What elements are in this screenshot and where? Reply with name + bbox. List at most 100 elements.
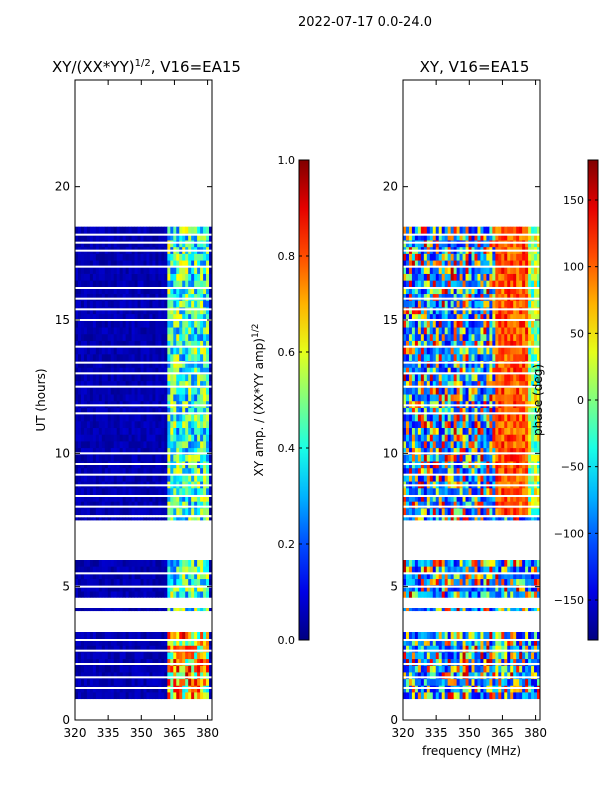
heatmap-cell xyxy=(173,420,177,428)
heatmap-cell xyxy=(167,632,171,640)
heatmap-cell xyxy=(450,353,455,362)
heatmap-cell xyxy=(414,692,419,700)
heatmap-cell xyxy=(411,467,416,475)
title-superscript: 1/2 xyxy=(135,58,151,69)
heatmap-cell xyxy=(188,474,192,482)
heatmap-cell xyxy=(95,447,100,455)
heatmap-cell xyxy=(158,233,162,241)
heatmap-cell xyxy=(510,672,514,680)
heatmap-cell xyxy=(95,645,100,653)
heatmap-cell xyxy=(113,440,118,449)
heatmap-cell xyxy=(83,420,88,428)
heatmap-cell xyxy=(77,367,82,375)
heatmap-cell xyxy=(411,608,416,612)
heatmap-cell xyxy=(438,447,443,455)
heatmap-cell xyxy=(155,517,159,521)
heatmap-cell xyxy=(194,584,198,592)
heatmap-cell xyxy=(92,273,97,281)
heatmap-cell xyxy=(510,374,514,382)
heatmap-cell xyxy=(504,566,508,573)
heatmap-cell xyxy=(191,487,195,495)
heatmap-cell xyxy=(101,440,106,449)
heatmap-cell xyxy=(417,394,422,402)
heatmap-cell xyxy=(534,517,538,521)
heatmap-cell xyxy=(167,367,171,375)
heatmap-cell xyxy=(188,380,192,388)
heatmap-cell xyxy=(143,632,147,640)
heatmap-cell xyxy=(131,672,135,680)
heatmap-cell xyxy=(110,517,115,521)
heatmap-cell xyxy=(146,293,150,301)
heatmap-cell xyxy=(438,434,443,442)
heatmap-cell xyxy=(125,638,130,646)
heatmap-cell xyxy=(501,692,505,700)
flagged-row xyxy=(75,585,212,588)
heatmap-cell xyxy=(146,638,150,646)
heatmap-cell xyxy=(459,333,463,341)
heatmap-cell xyxy=(194,340,198,348)
heatmap-cell xyxy=(179,260,183,268)
heatmap-cell xyxy=(176,407,180,415)
heatmap-cell xyxy=(107,266,112,274)
heatmap-cell xyxy=(122,638,127,646)
heatmap-cell xyxy=(423,494,428,502)
heatmap-cell xyxy=(137,608,141,612)
heatmap-cell xyxy=(450,678,455,686)
heatmap-cell xyxy=(528,360,532,368)
heatmap-cell xyxy=(444,454,449,462)
heatmap-cell xyxy=(447,414,452,422)
heatmap-cell xyxy=(128,507,132,516)
heatmap-cell xyxy=(116,608,121,612)
heatmap-cell xyxy=(125,380,130,388)
heatmap-cell xyxy=(200,327,204,335)
heatmap-cell xyxy=(101,266,106,274)
heatmap-cell xyxy=(182,333,186,341)
heatmap-cell xyxy=(149,652,153,660)
heatmap-cell xyxy=(429,367,434,375)
heatmap-cell xyxy=(167,517,171,521)
heatmap-cell xyxy=(429,333,434,341)
heatmap-cell xyxy=(525,578,529,586)
heatmap-cell xyxy=(137,360,141,368)
heatmap-cell xyxy=(420,645,425,653)
heatmap-cell xyxy=(200,394,204,402)
heatmap-cell xyxy=(522,560,526,567)
heatmap-cell xyxy=(77,566,82,573)
heatmap-cell xyxy=(92,374,97,382)
heatmap-cell xyxy=(116,266,121,274)
heatmap-cell xyxy=(501,420,505,428)
heatmap-cell xyxy=(471,467,475,475)
heatmap-cell xyxy=(134,414,138,422)
heatmap-cell xyxy=(179,572,183,580)
heatmap-cell xyxy=(194,638,198,646)
heatmap-cell xyxy=(170,380,174,388)
heatmap-cell xyxy=(122,440,127,449)
heatmap-cell xyxy=(194,517,198,521)
heatmap-cell xyxy=(450,632,455,640)
heatmap-cell xyxy=(501,494,505,502)
heatmap-cell xyxy=(173,638,177,646)
heatmap-cell xyxy=(95,591,100,598)
heatmap-cell xyxy=(450,454,455,462)
heatmap-cell xyxy=(504,454,508,462)
heatmap-cell xyxy=(167,608,171,612)
heatmap-cell xyxy=(191,692,195,700)
heatmap-cell xyxy=(179,253,183,261)
heatmap-cell xyxy=(152,434,156,442)
heatmap-cell xyxy=(92,591,97,598)
heatmap-cell xyxy=(179,293,183,301)
heatmap-cell xyxy=(182,494,186,502)
heatmap-cell xyxy=(417,517,422,521)
heatmap-cell xyxy=(179,414,183,422)
heatmap-cell xyxy=(459,347,463,355)
heatmap-cell xyxy=(143,652,147,660)
heatmap-cell xyxy=(203,560,207,567)
heatmap-cell xyxy=(185,467,189,475)
heatmap-cell xyxy=(408,578,413,586)
heatmap-cell xyxy=(492,591,496,598)
heatmap-cell xyxy=(143,427,147,435)
heatmap-cell xyxy=(477,340,481,348)
heatmap-cell xyxy=(176,387,180,395)
heatmap-cell xyxy=(405,367,410,375)
heatmap-cell xyxy=(453,447,458,455)
